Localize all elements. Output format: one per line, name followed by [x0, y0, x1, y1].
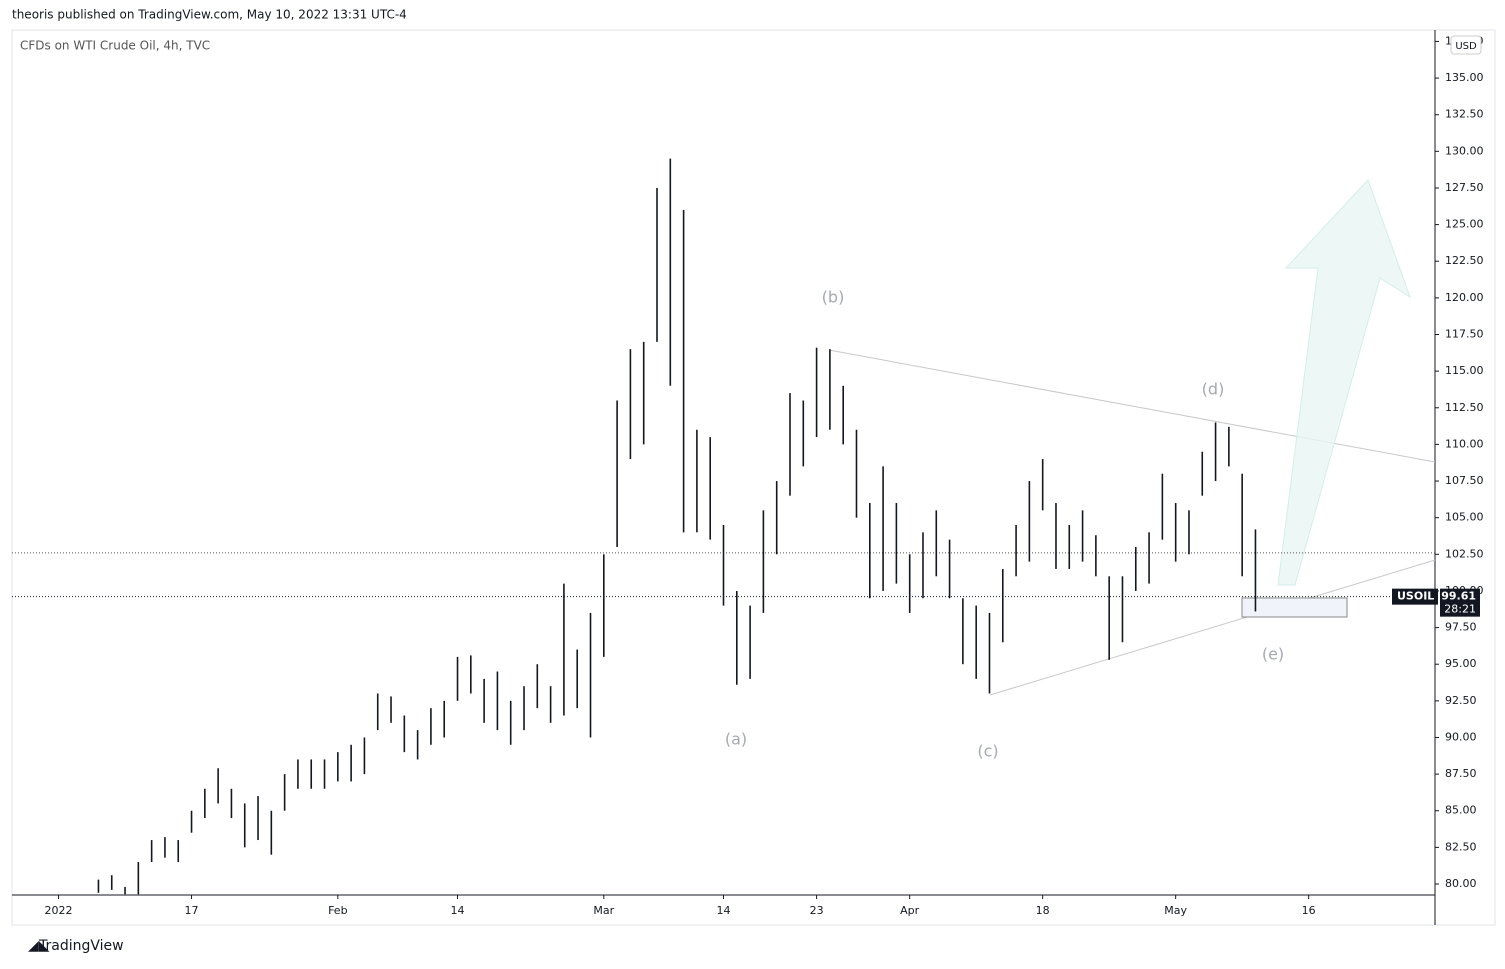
wave-label: (d) — [1202, 380, 1225, 399]
y-tick-label: 87.50 — [1445, 767, 1477, 780]
wave-label: (c) — [977, 742, 998, 761]
y-tick-label: 132.50 — [1445, 108, 1484, 121]
y-tick-label: 95.00 — [1445, 657, 1477, 670]
y-tick-label: 125.00 — [1445, 218, 1484, 231]
x-tick-label: 16 — [1302, 904, 1316, 917]
footer: TradingView — [38, 938, 124, 954]
wave-label: (a) — [725, 730, 747, 749]
symbol-box — [1392, 588, 1438, 605]
chart-title: CFDs on WTI Crude Oil, 4h, TVC — [20, 39, 210, 53]
currency: USD — [1455, 41, 1477, 52]
y-tick-label: 97.50 — [1445, 621, 1477, 634]
y-tick-label: 135.00 — [1445, 71, 1484, 84]
y-tick-label: 112.50 — [1445, 401, 1484, 414]
y-tick-label: 85.00 — [1445, 804, 1477, 817]
x-tick-label: 18 — [1036, 904, 1050, 917]
publisher: theoris published on TradingView.com, Ma… — [12, 8, 407, 22]
target-box — [1241, 597, 1348, 618]
x-tick-label: Apr — [900, 904, 920, 917]
y-tick-label: 82.50 — [1445, 840, 1477, 853]
y-tick-label: 90.00 — [1445, 730, 1477, 743]
arrow — [1277, 179, 1411, 586]
countdown: 28:21 — [1444, 603, 1476, 616]
wave-label: (b) — [822, 288, 845, 307]
logo: ◢◣ — [28, 938, 50, 954]
y-tick-label: 117.50 — [1445, 328, 1484, 341]
price-box — [1440, 588, 1480, 617]
y-tick-label: 130.00 — [1445, 144, 1484, 157]
x-tick-label: 23 — [810, 904, 824, 917]
wave-label: (e) — [1262, 645, 1284, 664]
y-tick-label: 102.50 — [1445, 547, 1484, 560]
frame — [11, 29, 1496, 926]
x-tick-label: 14 — [717, 904, 731, 917]
y-tick-label: 107.50 — [1445, 474, 1484, 487]
trend-line — [989, 559, 1436, 696]
x-tick-label: Mar — [593, 904, 614, 917]
x-tick-label: 17 — [185, 904, 199, 917]
symbol: USOIL — [1397, 590, 1434, 603]
currency-box — [1450, 35, 1482, 55]
y-tick-label: 92.50 — [1445, 694, 1477, 707]
y-tick-label: 122.50 — [1445, 254, 1484, 267]
x-tick-label: 2022 — [45, 904, 73, 917]
x-tick-label: May — [1164, 904, 1187, 917]
y-tick-label: 80.00 — [1445, 877, 1477, 890]
y-tick-label: 115.00 — [1445, 364, 1484, 377]
y-tick-label: 110.00 — [1445, 437, 1484, 450]
last-price: 99.61 — [1441, 590, 1476, 603]
y-tick-label: 120.00 — [1445, 291, 1484, 304]
x-tick-label: 14 — [451, 904, 465, 917]
x-tick-label: Feb — [328, 904, 347, 917]
y-tick-label: 105.00 — [1445, 511, 1484, 524]
y-tick-label: 127.50 — [1445, 181, 1484, 194]
